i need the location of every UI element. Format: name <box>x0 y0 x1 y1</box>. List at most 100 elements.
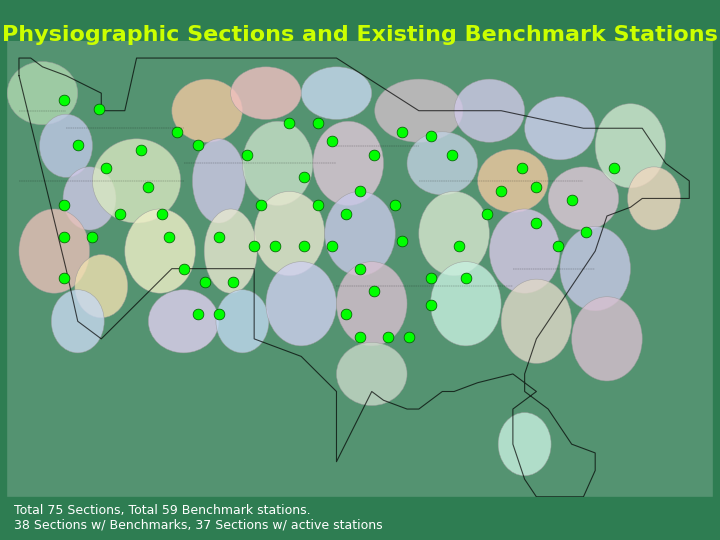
Point <box>460 273 472 282</box>
Point <box>369 150 380 159</box>
Point <box>213 232 225 241</box>
Point <box>340 210 351 218</box>
Ellipse shape <box>407 132 477 195</box>
Ellipse shape <box>325 191 395 275</box>
Point <box>382 333 394 341</box>
Point <box>425 273 436 282</box>
Point <box>58 273 69 282</box>
Point <box>178 264 189 273</box>
Point <box>157 210 168 218</box>
Ellipse shape <box>525 97 595 160</box>
Point <box>608 164 620 173</box>
Point <box>228 278 239 287</box>
Point <box>72 141 84 150</box>
Point <box>552 241 563 250</box>
Point <box>453 241 464 250</box>
Point <box>397 237 408 246</box>
Ellipse shape <box>230 67 301 119</box>
Text: Total 75 Sections, Total 59 Benchmark stations.: Total 75 Sections, Total 59 Benchmark st… <box>14 504 311 517</box>
Point <box>192 310 204 319</box>
Ellipse shape <box>172 79 243 142</box>
Ellipse shape <box>7 62 78 125</box>
Point <box>404 333 415 341</box>
Point <box>425 132 436 140</box>
Ellipse shape <box>336 261 407 346</box>
Ellipse shape <box>454 79 525 142</box>
Point <box>199 278 210 287</box>
Point <box>312 118 323 127</box>
Point <box>135 146 147 154</box>
Ellipse shape <box>498 413 551 476</box>
Point <box>114 210 126 218</box>
Ellipse shape <box>92 139 181 223</box>
Point <box>354 187 366 195</box>
Ellipse shape <box>301 67 372 119</box>
Point <box>326 137 338 145</box>
Point <box>516 164 528 173</box>
Point <box>298 241 310 250</box>
Point <box>100 164 112 173</box>
Text: 38 Sections w/ Benchmarks, 37 Sections w/ active stations: 38 Sections w/ Benchmarks, 37 Sections w… <box>14 518 383 531</box>
Ellipse shape <box>477 149 548 212</box>
Point <box>495 187 507 195</box>
Ellipse shape <box>374 79 463 142</box>
Point <box>171 127 182 136</box>
Point <box>566 196 577 205</box>
Point <box>269 241 281 250</box>
Point <box>354 333 366 341</box>
Point <box>397 127 408 136</box>
Ellipse shape <box>419 191 490 275</box>
Point <box>86 232 98 241</box>
Ellipse shape <box>313 122 384 206</box>
Point <box>143 182 154 191</box>
Ellipse shape <box>628 167 680 230</box>
Point <box>58 200 69 209</box>
Point <box>241 150 253 159</box>
Ellipse shape <box>148 289 219 353</box>
Point <box>425 301 436 309</box>
Ellipse shape <box>204 209 257 293</box>
Point <box>580 228 592 237</box>
Ellipse shape <box>19 209 89 293</box>
Ellipse shape <box>125 209 195 293</box>
Point <box>390 200 401 209</box>
Point <box>369 287 380 296</box>
Ellipse shape <box>63 167 116 230</box>
Ellipse shape <box>75 254 127 318</box>
Point <box>163 232 175 241</box>
Point <box>256 200 267 209</box>
Ellipse shape <box>40 114 92 177</box>
Ellipse shape <box>243 122 313 206</box>
Ellipse shape <box>192 139 246 223</box>
Point <box>248 241 260 250</box>
Ellipse shape <box>216 289 269 353</box>
Point <box>284 118 295 127</box>
Point <box>531 219 542 227</box>
Ellipse shape <box>572 297 642 381</box>
Point <box>354 264 366 273</box>
Point <box>481 210 492 218</box>
Ellipse shape <box>254 191 325 275</box>
FancyBboxPatch shape <box>7 40 713 497</box>
Point <box>340 310 351 319</box>
Point <box>446 150 457 159</box>
Point <box>312 200 323 209</box>
Ellipse shape <box>51 289 104 353</box>
Point <box>531 182 542 191</box>
Point <box>213 310 225 319</box>
Ellipse shape <box>431 261 501 346</box>
Ellipse shape <box>490 209 560 293</box>
Point <box>58 232 69 241</box>
Text: Physiographic Sections and Existing Benchmark Stations: Physiographic Sections and Existing Benc… <box>2 25 718 45</box>
Point <box>93 105 104 113</box>
Point <box>192 141 204 150</box>
Ellipse shape <box>266 261 336 346</box>
Ellipse shape <box>595 104 666 188</box>
Point <box>298 173 310 181</box>
Point <box>326 241 338 250</box>
Ellipse shape <box>548 167 618 230</box>
Point <box>58 96 69 104</box>
Ellipse shape <box>560 226 631 310</box>
Ellipse shape <box>336 342 407 406</box>
Ellipse shape <box>501 279 572 363</box>
